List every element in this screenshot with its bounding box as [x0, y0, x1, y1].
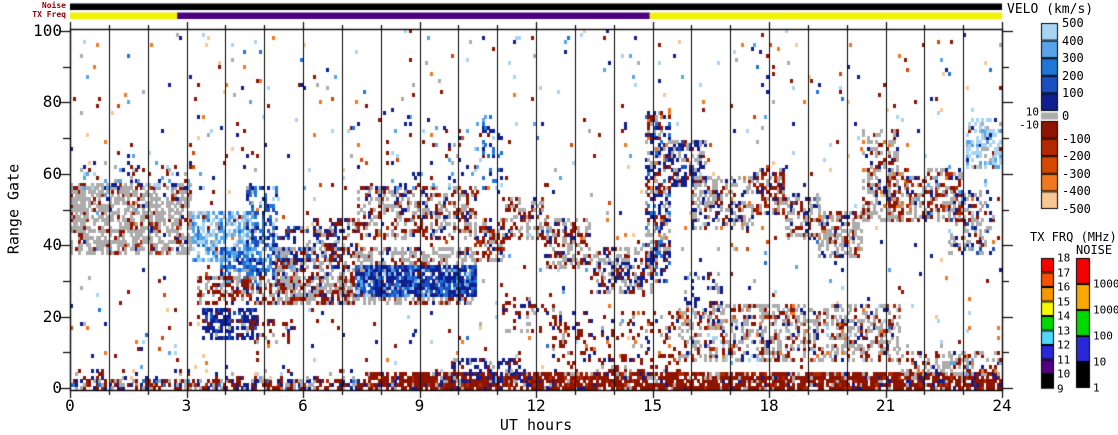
velo-gs-lower-label: -10: [1019, 118, 1039, 132]
velo-colorbar-label: 200: [1062, 68, 1084, 83]
velo-colorbar-label: -300: [1062, 166, 1091, 181]
velo-colorbar-label: 500: [1062, 16, 1084, 30]
x-tick-label: 12: [526, 396, 546, 415]
velo-colorbar-label: 0: [1062, 109, 1070, 123]
txfrq-colorbar-label: 16: [1057, 280, 1071, 294]
x-tick-label: 18: [759, 396, 779, 415]
velo-colorbar-label: -100: [1062, 131, 1091, 146]
velo-colorbar-label: 300: [1062, 51, 1084, 66]
x-axis-title: UT hours: [499, 416, 573, 434]
txfrq-colorbar-label: 17: [1057, 266, 1071, 279]
txfrq-colorbar-label: 13: [1057, 324, 1071, 337]
txfrq-colorbar-label: 11: [1057, 353, 1071, 366]
noise-colorbar-label: 10: [1093, 355, 1107, 369]
y-tick-label: 40: [42, 235, 62, 255]
txfreq-bar-label: TX Freq: [32, 10, 66, 19]
y-tick-label: 20: [42, 306, 62, 326]
velo-colorbar-title: VELO (km/s): [1007, 2, 1094, 17]
txfrq-colorbar-label: 10: [1057, 367, 1071, 381]
y-tick-label: 100: [33, 20, 62, 40]
velo-colorbar-label: 100: [1062, 86, 1084, 101]
txfrq-colorbar-label: 12: [1057, 338, 1071, 352]
velo-colorbar-label: -400: [1062, 184, 1091, 199]
txfrq-colorbar-title: TX FRQ (MHz): [1030, 230, 1117, 244]
x-tick-label: 3: [181, 396, 192, 415]
velo-gs-upper-label: 10: [1025, 105, 1039, 119]
x-tick-label: 0: [65, 396, 75, 415]
x-tick-label: 6: [298, 396, 308, 415]
y-tick-label: 80: [42, 92, 62, 112]
noise-colorbar-label: 100: [1093, 329, 1113, 343]
txfrq-colorbar-label: 15: [1057, 295, 1071, 308]
x-tick-label: 21: [875, 396, 896, 415]
x-tick-label: 9: [414, 396, 425, 415]
txfrq-colorbar-label: 14: [1057, 309, 1071, 323]
y-tick-label: 60: [42, 163, 62, 183]
velo-colorbar-label: -200: [1062, 149, 1091, 164]
x-tick-label: 24: [992, 396, 1012, 415]
noise-colorbar-title: NOISE: [1076, 243, 1113, 257]
noise-colorbar-label: 10000: [1093, 277, 1118, 291]
noise-colorbar-label: 1: [1093, 381, 1100, 395]
y-tick-label: 0: [52, 378, 62, 398]
noise-bar-label: Noise: [41, 1, 66, 10]
txfrq-colorbar-label: 18: [1057, 251, 1071, 265]
velo-colorbar-label: -500: [1062, 202, 1091, 216]
x-tick-label: 15: [642, 396, 663, 415]
txfrq-colorbar-label: 9: [1057, 382, 1064, 395]
y-axis-title: Range Gate: [4, 163, 23, 255]
velo-colorbar-label: 400: [1062, 33, 1084, 48]
noise-colorbar-label: 1000: [1093, 303, 1118, 317]
